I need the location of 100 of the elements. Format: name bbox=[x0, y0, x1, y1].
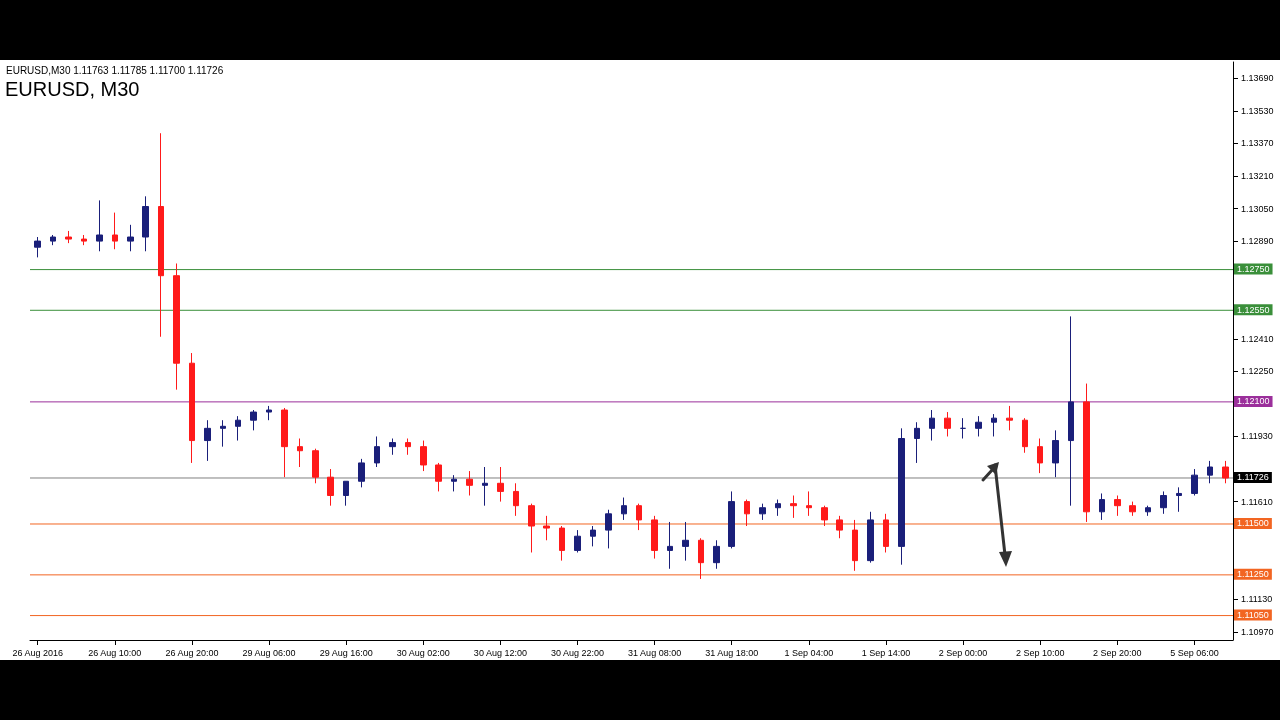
x-tick-label: 1 Sep 14:00 bbox=[861, 647, 911, 658]
x-tick-label: 29 Aug 16:00 bbox=[319, 647, 373, 658]
x-tick-label: 2 Sep 20:00 bbox=[1093, 647, 1142, 658]
candlestick bbox=[513, 482, 519, 517]
candlestick bbox=[528, 503, 535, 553]
candlestick bbox=[327, 468, 334, 507]
candlestick bbox=[1222, 460, 1229, 484]
x-tick-label: 30 Aug 12:00 bbox=[473, 647, 527, 658]
ref-line-label: 1.12550 bbox=[1237, 304, 1270, 315]
x-tick-label: 31 Aug 18:00 bbox=[705, 647, 759, 658]
candlestick bbox=[1129, 501, 1136, 517]
candlestick bbox=[944, 411, 951, 437]
candlestick bbox=[1176, 486, 1182, 513]
candlestick bbox=[65, 230, 72, 244]
y-tick-label: 1.12410 bbox=[1241, 333, 1274, 344]
annotation: EURUSD,M30 1.11763 1.11785 1.11700 1.11726 bbox=[6, 65, 224, 76]
y-tick-label: 1.10970 bbox=[1241, 626, 1274, 637]
x-tick-label: 30 Aug 22:00 bbox=[550, 647, 605, 658]
candlestick bbox=[621, 497, 627, 521]
text: EURUSD, M30 bbox=[5, 78, 140, 101]
x-tick-label: 2 Sep 00:00 bbox=[938, 647, 988, 658]
y-tick-label: 1.13530 bbox=[1241, 105, 1274, 116]
candlestick bbox=[590, 525, 596, 547]
candlestick bbox=[975, 415, 982, 437]
candlestick bbox=[497, 466, 504, 503]
y-tick-label: 1.11610 bbox=[1241, 496, 1273, 507]
candlestick bbox=[81, 234, 87, 246]
candlestick bbox=[790, 495, 797, 519]
x-tick-label: 26 Aug 20:00 bbox=[165, 647, 219, 658]
candlestick bbox=[682, 521, 689, 562]
x-tick-label: 30 Aug 02:00 bbox=[396, 647, 450, 658]
ref-line-label: 1.11500 bbox=[1237, 518, 1269, 529]
candlestick bbox=[96, 199, 103, 252]
candlestick bbox=[1099, 492, 1105, 521]
candlestick bbox=[1037, 438, 1043, 474]
candlestick bbox=[250, 409, 257, 431]
candlestick bbox=[281, 407, 288, 478]
candlestick bbox=[759, 503, 766, 521]
candlestick bbox=[698, 537, 704, 580]
candlestick bbox=[713, 539, 720, 570]
candlestick bbox=[420, 440, 427, 472]
candlestick bbox=[189, 352, 195, 464]
candlestick bbox=[543, 515, 550, 541]
candlestick bbox=[867, 511, 874, 564]
candlestick bbox=[1022, 417, 1028, 454]
candlestick bbox=[405, 438, 411, 456]
candlestick bbox=[358, 458, 365, 488]
candlestick bbox=[34, 236, 41, 258]
x-tick-label: 31 Aug 08:00 bbox=[628, 647, 682, 658]
candlestick bbox=[1006, 405, 1013, 431]
candlestick bbox=[451, 474, 457, 492]
candlestick bbox=[667, 521, 673, 570]
ref-line-label: 1.12750 bbox=[1237, 264, 1270, 275]
candlestick bbox=[991, 413, 997, 437]
ref-line-label: 1.11250 bbox=[1237, 569, 1269, 580]
candlestick bbox=[435, 462, 442, 492]
candlestick bbox=[929, 409, 935, 442]
y-tick-label: 1.13050 bbox=[1241, 203, 1274, 214]
candlestick bbox=[605, 509, 612, 549]
y-tick-label: 1.13210 bbox=[1241, 170, 1274, 181]
candlestick bbox=[142, 195, 149, 252]
candlestick bbox=[312, 448, 319, 484]
candlestick bbox=[343, 480, 349, 507]
ref-line-label: 1.11726 bbox=[1237, 472, 1269, 483]
candlestick bbox=[898, 427, 905, 566]
x-tick-label: 26 Aug 10:00 bbox=[88, 647, 142, 658]
candlestick bbox=[821, 505, 828, 527]
candlestick bbox=[852, 519, 858, 572]
candlestick bbox=[1083, 383, 1090, 523]
candlestick bbox=[1160, 490, 1167, 515]
y-tick-label: 1.13690 bbox=[1241, 73, 1274, 84]
candlestick bbox=[220, 419, 226, 448]
candlestick bbox=[836, 515, 843, 539]
candlestick bbox=[883, 513, 889, 553]
candlestick bbox=[1207, 460, 1213, 484]
candlestick bbox=[158, 132, 164, 338]
candlestick bbox=[127, 224, 134, 252]
y-tick-label: 1.11930 bbox=[1241, 431, 1273, 442]
candlestick bbox=[266, 405, 272, 421]
y-tick-label: 1.13370 bbox=[1241, 138, 1274, 149]
candlestick bbox=[1068, 315, 1074, 507]
candlestick bbox=[574, 529, 581, 553]
candlestick bbox=[466, 470, 473, 496]
candlestick bbox=[204, 419, 211, 462]
y-tick-label: 1.12890 bbox=[1241, 236, 1274, 247]
candlestick bbox=[744, 499, 750, 527]
candlestick bbox=[651, 515, 658, 560]
ref-line-label: 1.12100 bbox=[1237, 396, 1270, 407]
candlestick bbox=[775, 499, 781, 517]
candlestick bbox=[1191, 468, 1198, 496]
candlestick bbox=[173, 262, 180, 391]
x-tick-label: 29 Aug 06:00 bbox=[242, 647, 296, 658]
candlestick bbox=[374, 435, 380, 468]
y-tick-label: 1.11130 bbox=[1241, 594, 1273, 605]
candlestick bbox=[482, 466, 488, 507]
candlestick bbox=[1145, 505, 1151, 517]
x-tick-label: 1 Sep 04:00 bbox=[784, 647, 834, 658]
candlestick bbox=[806, 490, 812, 517]
x-tick-label: 5 Sep 06:00 bbox=[1170, 647, 1219, 658]
candlestick bbox=[728, 490, 735, 549]
